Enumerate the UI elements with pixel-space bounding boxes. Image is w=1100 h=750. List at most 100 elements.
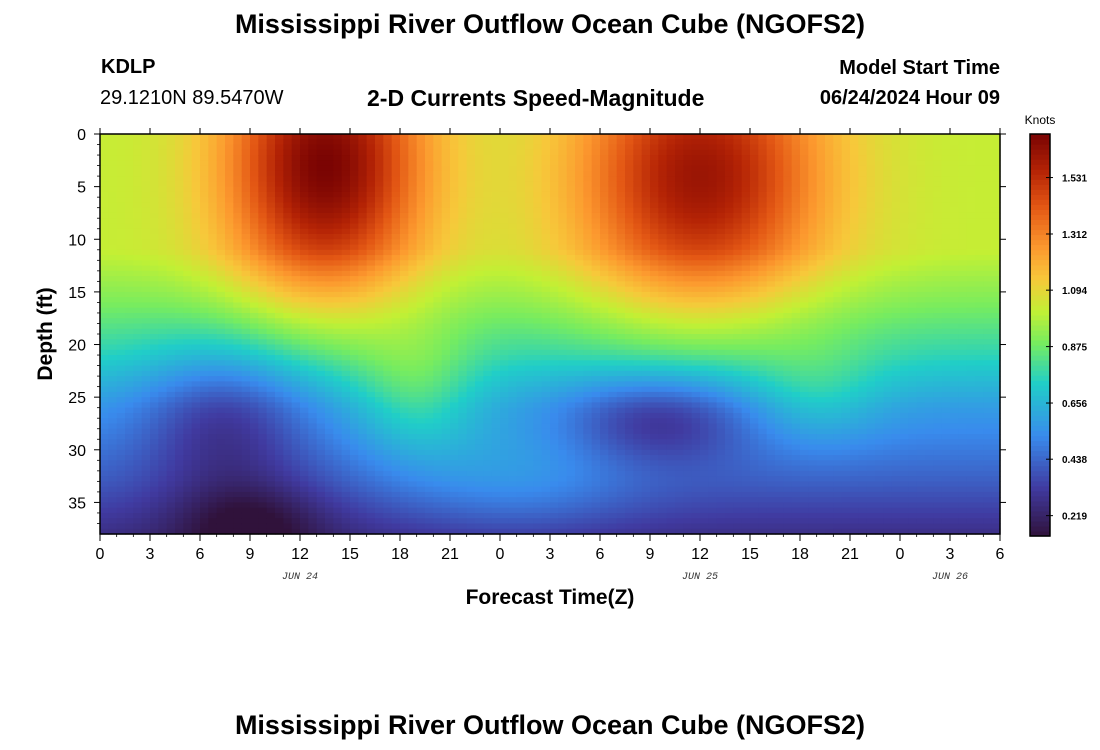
heat-cell: [483, 255, 493, 261]
heat-cell: [541, 491, 551, 498]
heat-cell: [500, 181, 509, 188]
heat-cell: [408, 402, 418, 409]
heat-cell: [275, 376, 284, 382]
heat-cell: [558, 423, 568, 430]
heat-cell: [225, 191, 234, 198]
heat-cell: [116, 297, 126, 304]
heat-cell: [316, 234, 326, 240]
heat-cell: [333, 434, 343, 440]
heat-cell: [275, 344, 284, 351]
heat-cell: [183, 160, 193, 167]
heat-cell: [283, 497, 293, 504]
heat-cell: [125, 381, 134, 388]
heat-cell: [633, 502, 643, 509]
heat-cell: [450, 386, 459, 393]
heat-cell: [608, 286, 618, 293]
heat-cell: [283, 291, 293, 298]
heat-cell: [125, 265, 134, 272]
heat-cell: [625, 291, 634, 298]
heat-cell: [341, 318, 351, 325]
heat-cell: [391, 423, 401, 430]
heat-cell: [225, 423, 234, 430]
heat-cell: [575, 449, 584, 456]
heat-cell: [500, 186, 509, 193]
heat-cell: [508, 165, 518, 172]
heat-cell: [100, 144, 109, 151]
heat-cell: [266, 528, 276, 535]
heat-cell: [508, 518, 518, 525]
heat-cell: [608, 449, 618, 456]
heat-cell: [316, 370, 326, 377]
heat-cell: [341, 455, 351, 461]
heat-cell: [441, 481, 451, 488]
heat-cell: [483, 186, 493, 193]
heat-cell: [491, 170, 501, 177]
heat-cell: [158, 528, 168, 535]
heat-cell: [375, 439, 384, 446]
heat-cell: [141, 470, 151, 477]
heat-cell: [475, 497, 484, 504]
heat-cell: [600, 523, 609, 530]
heat-cell: [233, 318, 243, 325]
heat-cell: [116, 239, 126, 246]
heat-cell: [608, 276, 618, 282]
heat-cell: [308, 402, 318, 409]
heat-cell: [266, 139, 276, 146]
heat-cell: [350, 360, 359, 367]
heat-cell: [625, 234, 634, 240]
heat-cell: [291, 365, 301, 372]
heat-cell: [608, 476, 618, 482]
heat-cell: [191, 465, 201, 472]
heat-cell: [200, 239, 209, 246]
heat-cell: [358, 344, 368, 351]
heat-cell: [300, 139, 309, 146]
heat-cell: [433, 281, 443, 288]
heat-cell: [425, 386, 434, 393]
heat-cell: [458, 344, 468, 351]
heat-cell: [100, 460, 109, 467]
heat-cell: [625, 191, 634, 198]
heat-cell: [191, 297, 201, 304]
heat-cell: [525, 170, 534, 177]
heat-cell: [425, 344, 434, 351]
heat-cell: [600, 355, 609, 361]
heat-cell: [508, 481, 518, 488]
heat-cell: [291, 449, 301, 456]
heat-cell: [175, 423, 184, 430]
heat-cell: [258, 434, 268, 440]
heat-cell: [366, 139, 376, 146]
heat-cell: [158, 381, 168, 388]
heat-cell: [633, 339, 643, 346]
heat-cell: [341, 144, 351, 151]
heat-cell: [250, 270, 259, 277]
heat-cell: [208, 449, 218, 456]
heat-cell: [483, 218, 493, 225]
heat-cell: [325, 334, 334, 340]
heat-cell: [125, 191, 134, 198]
heat-cell: [400, 181, 409, 188]
heat-cell: [233, 181, 243, 188]
heat-cell: [166, 181, 176, 188]
heat-cell: [416, 218, 426, 225]
heat-cell: [233, 139, 243, 146]
heat-cell: [100, 239, 109, 246]
heat-cell: [216, 476, 226, 482]
heat-cell: [133, 486, 143, 493]
heat-cell: [550, 518, 559, 525]
heat-cell: [191, 360, 201, 367]
heat-cell: [258, 486, 268, 493]
heat-cell: [491, 286, 501, 293]
heat-cell: [275, 218, 284, 225]
heat-cell: [283, 370, 293, 377]
heat-cell: [558, 249, 568, 256]
heat-cell: [491, 249, 501, 256]
heat-cell: [283, 207, 293, 214]
heat-cell: [591, 407, 601, 414]
heat-cell: [508, 328, 518, 335]
heat-cell: [450, 270, 459, 277]
heat-cell: [608, 518, 618, 525]
heat-cell: [466, 365, 476, 372]
heat-cell: [508, 312, 518, 319]
heat-cell: [600, 444, 609, 451]
heat-cell: [425, 218, 434, 225]
